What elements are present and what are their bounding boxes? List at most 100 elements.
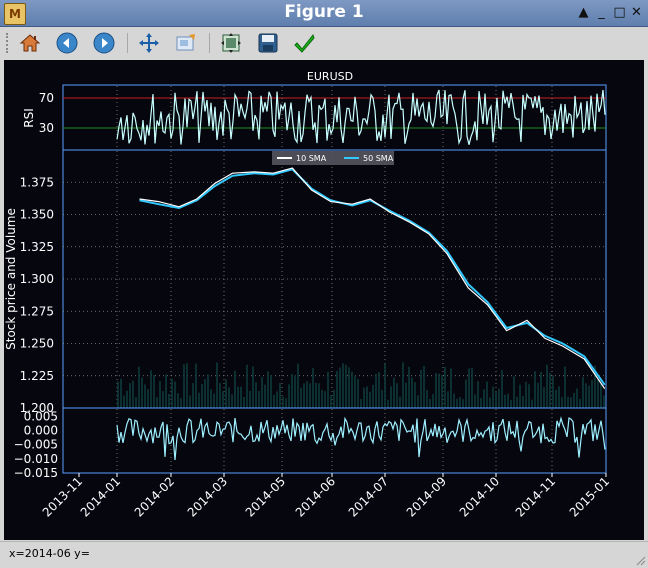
volume-bar: [393, 377, 395, 408]
forward-arrow-icon: [93, 32, 115, 54]
subplots-button[interactable]: [217, 30, 245, 56]
maximize-button[interactable]: □: [613, 5, 626, 20]
volume-bar: [429, 399, 431, 408]
volume-bar: [204, 379, 206, 408]
rsi-series-line: [116, 89, 606, 146]
volume-bar: [582, 377, 584, 408]
volume-bar: [276, 391, 278, 408]
volume-bar: [570, 397, 572, 408]
volume-bar: [294, 375, 296, 408]
macd-tick-label: −0.015: [14, 466, 58, 480]
home-button[interactable]: [16, 30, 44, 56]
volume-bar: [567, 396, 569, 408]
volume-bar: [492, 386, 494, 408]
volume-bar: [147, 389, 149, 408]
volume-bar: [384, 363, 386, 408]
zoom-button[interactable]: [172, 30, 200, 56]
volume-bar: [213, 393, 215, 408]
matplotlib-app-icon: M: [4, 3, 26, 25]
price-frame: [62, 149, 607, 409]
volume-bar: [297, 363, 299, 408]
checkmark-icon: [294, 33, 315, 53]
volume-bar: [516, 396, 518, 408]
volume-bar: [507, 393, 509, 408]
volume-bar: [306, 381, 308, 408]
volume-bar: [228, 387, 230, 408]
volume-bar: [471, 367, 473, 408]
volume-bar: [330, 394, 332, 408]
volume-bar: [195, 363, 197, 408]
forward-button[interactable]: [90, 30, 118, 56]
volume-bar: [453, 393, 455, 408]
toolbar-grip[interactable]: [6, 33, 12, 53]
volume-bar: [156, 397, 158, 408]
volume-bar: [255, 382, 257, 408]
toolbar-separator: [127, 33, 128, 53]
volume-bar: [450, 368, 452, 408]
price-tick-label: 1.200: [20, 401, 54, 415]
volume-bar: [456, 398, 458, 408]
volume-bar: [270, 375, 272, 408]
volume-bar: [144, 384, 146, 408]
figure-canvas[interactable]: EURUSD 70 30 RSI 1.375 1.350 1.325 1.300 1.2…: [4, 60, 644, 540]
x-tick-label: 2014-10: [457, 474, 502, 519]
macd-tick-label: 0.005: [24, 409, 58, 423]
x-tick-label: 2014-03: [185, 474, 230, 519]
volume-bar: [183, 364, 185, 408]
edit-axis-button[interactable]: [291, 30, 319, 56]
volume-bar: [411, 377, 413, 408]
volume-bar: [315, 382, 317, 408]
volume-bar: [387, 399, 389, 408]
volume-bar: [129, 383, 131, 408]
pan-button[interactable]: [135, 30, 163, 56]
sma50-line: [139, 168, 606, 386]
save-button[interactable]: [254, 30, 282, 56]
volume-bar: [237, 386, 239, 408]
zoom-rect-icon: [176, 34, 195, 51]
volume-bar: [549, 372, 551, 408]
back-button[interactable]: [53, 30, 81, 56]
volume-bar: [243, 396, 245, 408]
volume-bar: [501, 369, 503, 408]
volume-bar: [528, 384, 530, 408]
volume-bar: [249, 390, 251, 408]
volume-bar: [336, 370, 338, 408]
volume-bar: [510, 399, 512, 408]
volume-bar: [600, 383, 602, 408]
volume-bar: [465, 379, 467, 408]
x-tick-label: 2014-05: [243, 474, 288, 519]
volume-bar: [285, 398, 287, 408]
price-tick-label: 1.300: [20, 272, 54, 286]
macd-tick-label: −0.005: [14, 438, 58, 452]
resize-grip-icon[interactable]: [636, 556, 646, 566]
x-tick-label: 2014-01: [78, 474, 123, 519]
volume-bar: [381, 389, 383, 408]
minimize-button[interactable]: _: [598, 5, 605, 20]
volume-bar: [135, 397, 137, 408]
volume-bar: [291, 374, 293, 408]
volume-bar: [519, 384, 521, 408]
volume-bar: [405, 382, 407, 408]
volume-bar: [504, 394, 506, 408]
chart-title: EURUSD: [307, 70, 353, 83]
volume-bar: [546, 364, 548, 408]
volume-bar: [489, 397, 491, 408]
price-tick-labels: 1.375 1.350 1.325 1.300 1.275 1.250 1.225 1.200: [20, 175, 54, 415]
volume-bar: [180, 398, 182, 408]
price-ylabel: Stock price and Volume: [4, 208, 18, 350]
volume-bar: [480, 398, 482, 408]
volume-bar: [312, 368, 314, 408]
volume-bar: [447, 391, 449, 408]
volume-bar: [132, 380, 134, 408]
volume-bar: [399, 396, 401, 408]
price-axes: 1.375 1.350 1.325 1.300 1.275 1.250 1.225 1.200…: [4, 149, 607, 415]
volume-bar: [258, 391, 260, 408]
volume-bar: [342, 363, 344, 408]
volume-bar: [531, 399, 533, 408]
volume-bar: [390, 386, 392, 408]
shade-button[interactable]: ▲: [578, 5, 589, 20]
volume-bar: [201, 384, 203, 408]
cursor-coordinates: x=2014-06 y=: [9, 547, 90, 560]
close-button[interactable]: ✕: [631, 5, 642, 20]
